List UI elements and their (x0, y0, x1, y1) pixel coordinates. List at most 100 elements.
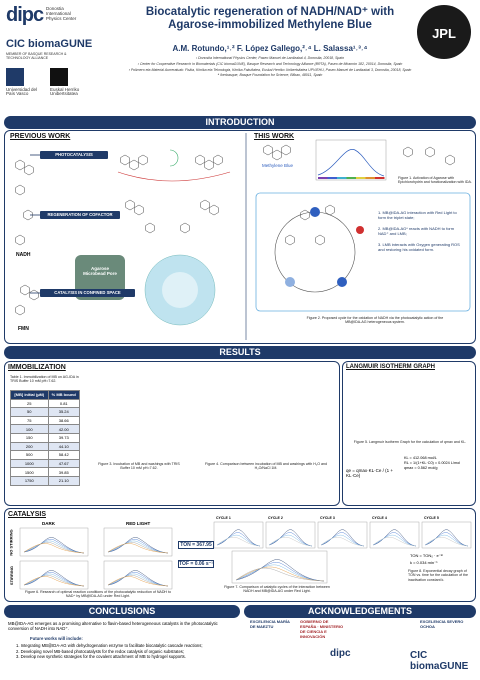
affiliation: ⁴ Ikerbasque, Basque Foundation for Scie… (217, 73, 323, 78)
step: 2. MB@IDA-AG* reacts with NADH to form N… (378, 226, 455, 236)
constant: KL = 412.068 mol/L (404, 456, 437, 460)
decoration (107, 542, 169, 554)
logo-text: Universidad del País Vasco (6, 87, 38, 97)
heading: LANGMUIR ISOTHERM GRAPH (346, 364, 435, 370)
decoration (107, 573, 169, 587)
section-box (4, 508, 476, 602)
decoration (134, 204, 144, 216)
future-list: 1. Integrating MB@IDA-AG with dehydrogen… (16, 643, 238, 660)
cycle-label: CYCLE 4 (372, 516, 387, 520)
decoration (317, 521, 368, 549)
decoration (23, 542, 85, 554)
section-box (4, 361, 340, 506)
decoration (268, 534, 313, 547)
decoration (129, 159, 139, 171)
decoration (255, 192, 471, 312)
decoration (204, 159, 214, 171)
logo-text: Donostia International Physics Center (46, 6, 77, 21)
logo: dipc (6, 4, 44, 26)
equation: TON = TON₀ · e⁻ᵏᵗ (410, 553, 444, 558)
decoration (310, 207, 320, 217)
decoration (372, 537, 417, 547)
table-cell: 39.85 (47, 467, 81, 477)
decoration (356, 226, 364, 234)
decoration (120, 154, 130, 166)
decoration (315, 234, 325, 246)
label: REGENERATION OF COFACTOR (40, 211, 120, 219)
chart (194, 372, 336, 457)
heading: IMMOBILIZATION (8, 364, 66, 371)
step-list: 1. MB@IDA-AG interaction with Red Light … (378, 210, 464, 258)
decoration (285, 277, 295, 287)
table-cell: 21.10 (47, 475, 81, 486)
decoration (272, 149, 282, 161)
table-cell: 1000 (10, 458, 49, 469)
table-cell: 150 (10, 432, 49, 443)
decoration (425, 146, 435, 158)
table-cell: 44.10 (47, 441, 81, 452)
logo-text: Euskal Herriko Unibertsitatea (50, 87, 80, 97)
step: 3. LMB interacts with Oxygen generating … (378, 242, 460, 252)
affiliation: ³ Polimero eta Material Aurreratuak: Fis… (128, 67, 412, 72)
table-cell: 50 (10, 407, 49, 417)
label: FMN (18, 326, 29, 332)
decoration (15, 159, 25, 171)
decoration (23, 576, 85, 587)
caption: Figure 7. Comparison of catalytic cycles… (224, 585, 330, 594)
section-banner: CONCLUSIONS (4, 605, 240, 618)
equation: qe = qmax·KL·Ce / (1 + KL·Ce) (346, 468, 394, 478)
caption: Figure 8. Exponential decay graph of TON… (408, 569, 469, 582)
constants: KL = 412.068 mol/L RL = 1/(1+KL·C0) = 0.0… (404, 456, 474, 471)
table-row: 50 35.24 (10, 407, 81, 417)
decoration (337, 277, 347, 287)
decoration (320, 529, 365, 547)
decoration (107, 540, 169, 554)
decoration (372, 529, 417, 547)
decoration (180, 222, 190, 234)
table-cell: 39.73 (47, 432, 81, 443)
affiliation: ¹ Donostia International Physics Center,… (195, 56, 345, 60)
decoration (23, 540, 85, 554)
table-cell: 200 (10, 441, 49, 452)
label: Methylene Blue (262, 163, 294, 168)
decoration (315, 139, 387, 181)
caption: Figure 3. Incubation of MB and washings … (98, 462, 180, 471)
decoration (117, 171, 231, 182)
decoration (162, 272, 198, 308)
decoration (23, 570, 85, 587)
label: RED LIGHT (126, 521, 151, 526)
logo: CIC biomaGUNE (6, 38, 93, 50)
decoration (235, 566, 325, 582)
decoration (216, 529, 261, 547)
decoration (23, 539, 85, 554)
list-item: 1. Integrating MB@IDA-AG with dehydrogen… (16, 643, 203, 648)
decoration (209, 204, 219, 216)
decoration (320, 534, 365, 547)
decoration (216, 534, 261, 547)
table-row: 150 39.73 (10, 432, 81, 443)
section-box (4, 130, 476, 344)
decoration (268, 537, 313, 547)
table-cell: 25 (10, 398, 49, 409)
decoration (23, 543, 85, 554)
decoration (268, 529, 313, 547)
decoration (15, 234, 25, 246)
decoration (29, 289, 39, 301)
constant: qmax = 0.562 mol/g (404, 466, 438, 470)
future-heading: Future works will include: (30, 636, 83, 641)
decoration (235, 559, 325, 582)
decoration (216, 537, 261, 547)
table-cell: 500 (10, 450, 49, 460)
decoration (235, 567, 325, 582)
decoration (23, 572, 85, 587)
section-banner: INTRODUCTION (4, 116, 476, 129)
cycle-label: CYCLE 1 (216, 516, 231, 520)
decoration (6, 68, 24, 86)
decoration (317, 149, 385, 177)
heading: CATALYSIS (8, 511, 46, 518)
decoration (195, 154, 205, 166)
table-row: 75 38.66 (10, 415, 81, 426)
table-cell: 42.00 (47, 424, 81, 434)
